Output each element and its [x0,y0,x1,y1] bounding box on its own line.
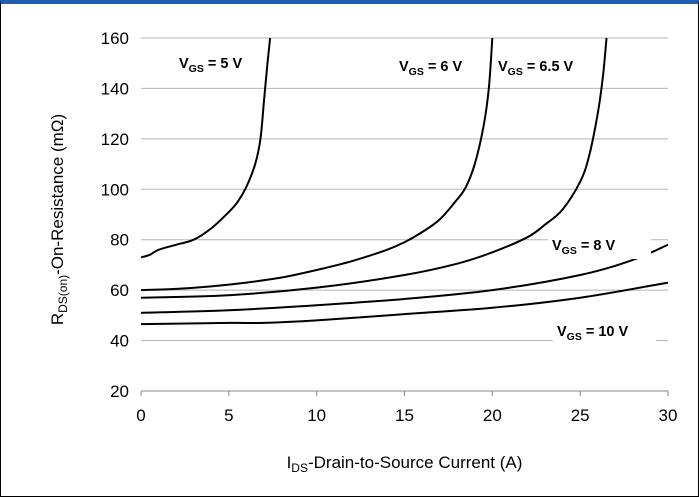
axis-layer: 20 40 60 80 100 120 140 160 0 5 10 15 20 25 30 [101,29,678,425]
grid-layer [141,37,668,342]
y-tick-label: 40 [110,332,129,351]
y-tick-label: 160 [101,29,129,48]
label-layer: IDS-Drain-to-Source Current (A) RDS(on)-O… [48,54,656,475]
series-line-vgs-8v [141,243,669,314]
y-tick-label: 120 [101,130,129,149]
series-label-vgs-5v: VGS = 5 V [179,56,242,75]
x-tick-label: 20 [483,406,502,425]
series-line-vgs-10v [141,281,669,326]
x-tick-label: 30 [659,406,678,425]
series-label-vgs-8v: VGS = 8 V [552,238,615,257]
y-tick-label: 140 [101,79,129,98]
series-line-vgs-6-5v [141,37,608,299]
series-label-vgs-6-5v: VGS = 6.5 V [498,59,574,78]
series-label-bg [548,233,651,259]
series-label-vgs-6v: VGS = 6 V [399,59,462,78]
y-axis-title: RDS(on)-On-Resistance (mΩ) [48,114,70,325]
x-axis-title: IDS-Drain-to-Source Current (A) [287,453,523,475]
y-tick-label: 100 [101,180,129,199]
series-line-vgs-5v [141,37,272,259]
x-tick-label: 0 [136,406,145,425]
chart-svg: 20 40 60 80 100 120 140 160 0 5 10 15 20 25 30 IDS-Dra… [48,29,678,475]
series-label-bg [553,319,656,345]
y-tick-label: 60 [110,281,129,300]
y-tick-label: 20 [110,382,129,401]
x-tick-label: 5 [224,406,233,425]
series-line-vgs-6v [141,37,494,292]
x-tick-label: 10 [307,406,326,425]
series-label-bg [494,54,597,80]
series-label-vgs-10v: VGS = 10 V [557,324,629,343]
series-layer [141,37,669,326]
x-tick-label: 15 [395,406,414,425]
y-tick-label: 80 [110,231,129,250]
x-tick-label: 25 [571,406,590,425]
